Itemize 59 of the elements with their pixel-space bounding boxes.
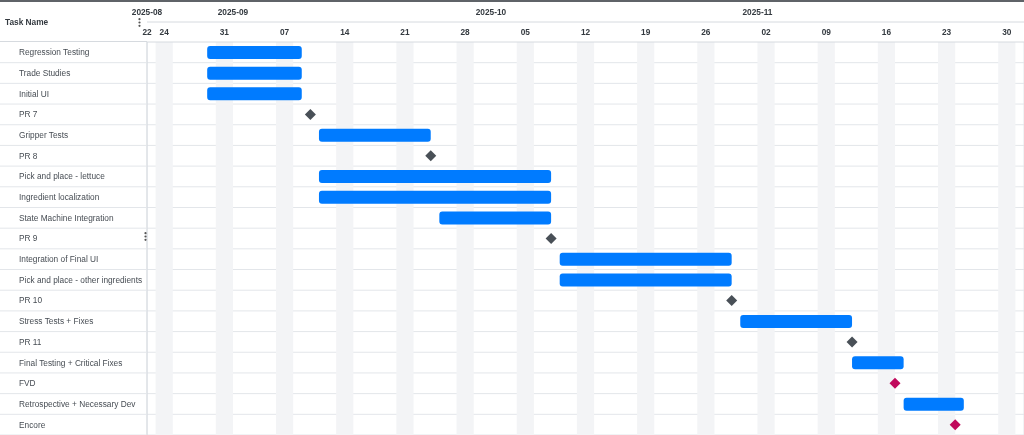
x2-tick-label: 2025-10 (475, 6, 507, 17)
x2-tick-label: 2025-11 (742, 6, 773, 17)
bar (559, 252, 732, 266)
point (545, 233, 557, 244)
x-tick-label: 05 (520, 26, 531, 37)
y-tick-label: Gripper Tests (19, 129, 69, 140)
y-tick-label: Trade Studies (19, 67, 71, 78)
bar (852, 356, 904, 370)
point (304, 108, 316, 120)
y-tick-label: Retrospective + Necessary Dev (19, 398, 137, 409)
y-tick-label: PR 8 (19, 150, 38, 161)
bar (740, 314, 853, 328)
point (425, 150, 437, 162)
x-tick-label: 26 (701, 26, 711, 37)
y-tick-label: PR 9 (19, 233, 38, 244)
y-tick-label: Pick and place - lettuce (19, 171, 106, 182)
x-tick-label: 16 (881, 26, 892, 37)
bar (318, 190, 552, 204)
y-tick-label: PR 11 (19, 336, 42, 347)
x-tick-label: 23 (942, 26, 952, 37)
x-tick-label: 19 (641, 26, 651, 37)
x-tick-label: 30 (1002, 26, 1012, 37)
y-tick-label: Final Testing + Critical Fixes (19, 357, 123, 368)
x-tick-label: 12 (580, 26, 591, 37)
bar (207, 66, 302, 80)
y-tick-label: Integration of Final UI (19, 254, 99, 265)
point (846, 336, 858, 348)
y-tick-label: Encore (19, 419, 46, 430)
y-tick-label: Ingredient localization (19, 192, 100, 203)
y-tick-label: Pick and place - other ingredients (19, 274, 143, 285)
y-tick-label: PR 7 (19, 109, 38, 120)
x-tick-label: 31 (219, 26, 230, 37)
bar (207, 46, 302, 59)
x-tick-label: 07 (279, 26, 290, 37)
y-tick-label: FVD (19, 378, 36, 389)
point (949, 419, 961, 431)
x-tick-label: 14 (340, 26, 350, 37)
x-tick-label: 28 (460, 26, 471, 37)
x-tick-label: 09 (821, 26, 832, 37)
point (726, 295, 738, 307)
x2-tick-label: 2025-08 (131, 6, 163, 17)
x-tick-label: 21 (400, 26, 410, 37)
bar (207, 87, 302, 101)
x2-tick-label: 2025-09 (217, 6, 249, 17)
y-axis-title: Task Name (5, 16, 49, 29)
point (889, 377, 901, 389)
bar (559, 273, 732, 287)
bar (439, 211, 552, 225)
y-tick-label: Initial UI (19, 88, 49, 99)
bar (318, 170, 552, 184)
bar (318, 128, 431, 142)
y-tick-label: Stress Tests + Fixes (19, 316, 94, 327)
y-tick-label: PR 10 (19, 295, 43, 306)
x-tick-label: 24 (159, 26, 170, 37)
y-tick-label: State Machine Integration (19, 212, 114, 223)
y-tick-label: Regression Testing (19, 47, 90, 58)
x-tick-label: 22 (142, 26, 152, 37)
bar (903, 397, 964, 411)
x-tick-label: 02 (761, 26, 772, 37)
